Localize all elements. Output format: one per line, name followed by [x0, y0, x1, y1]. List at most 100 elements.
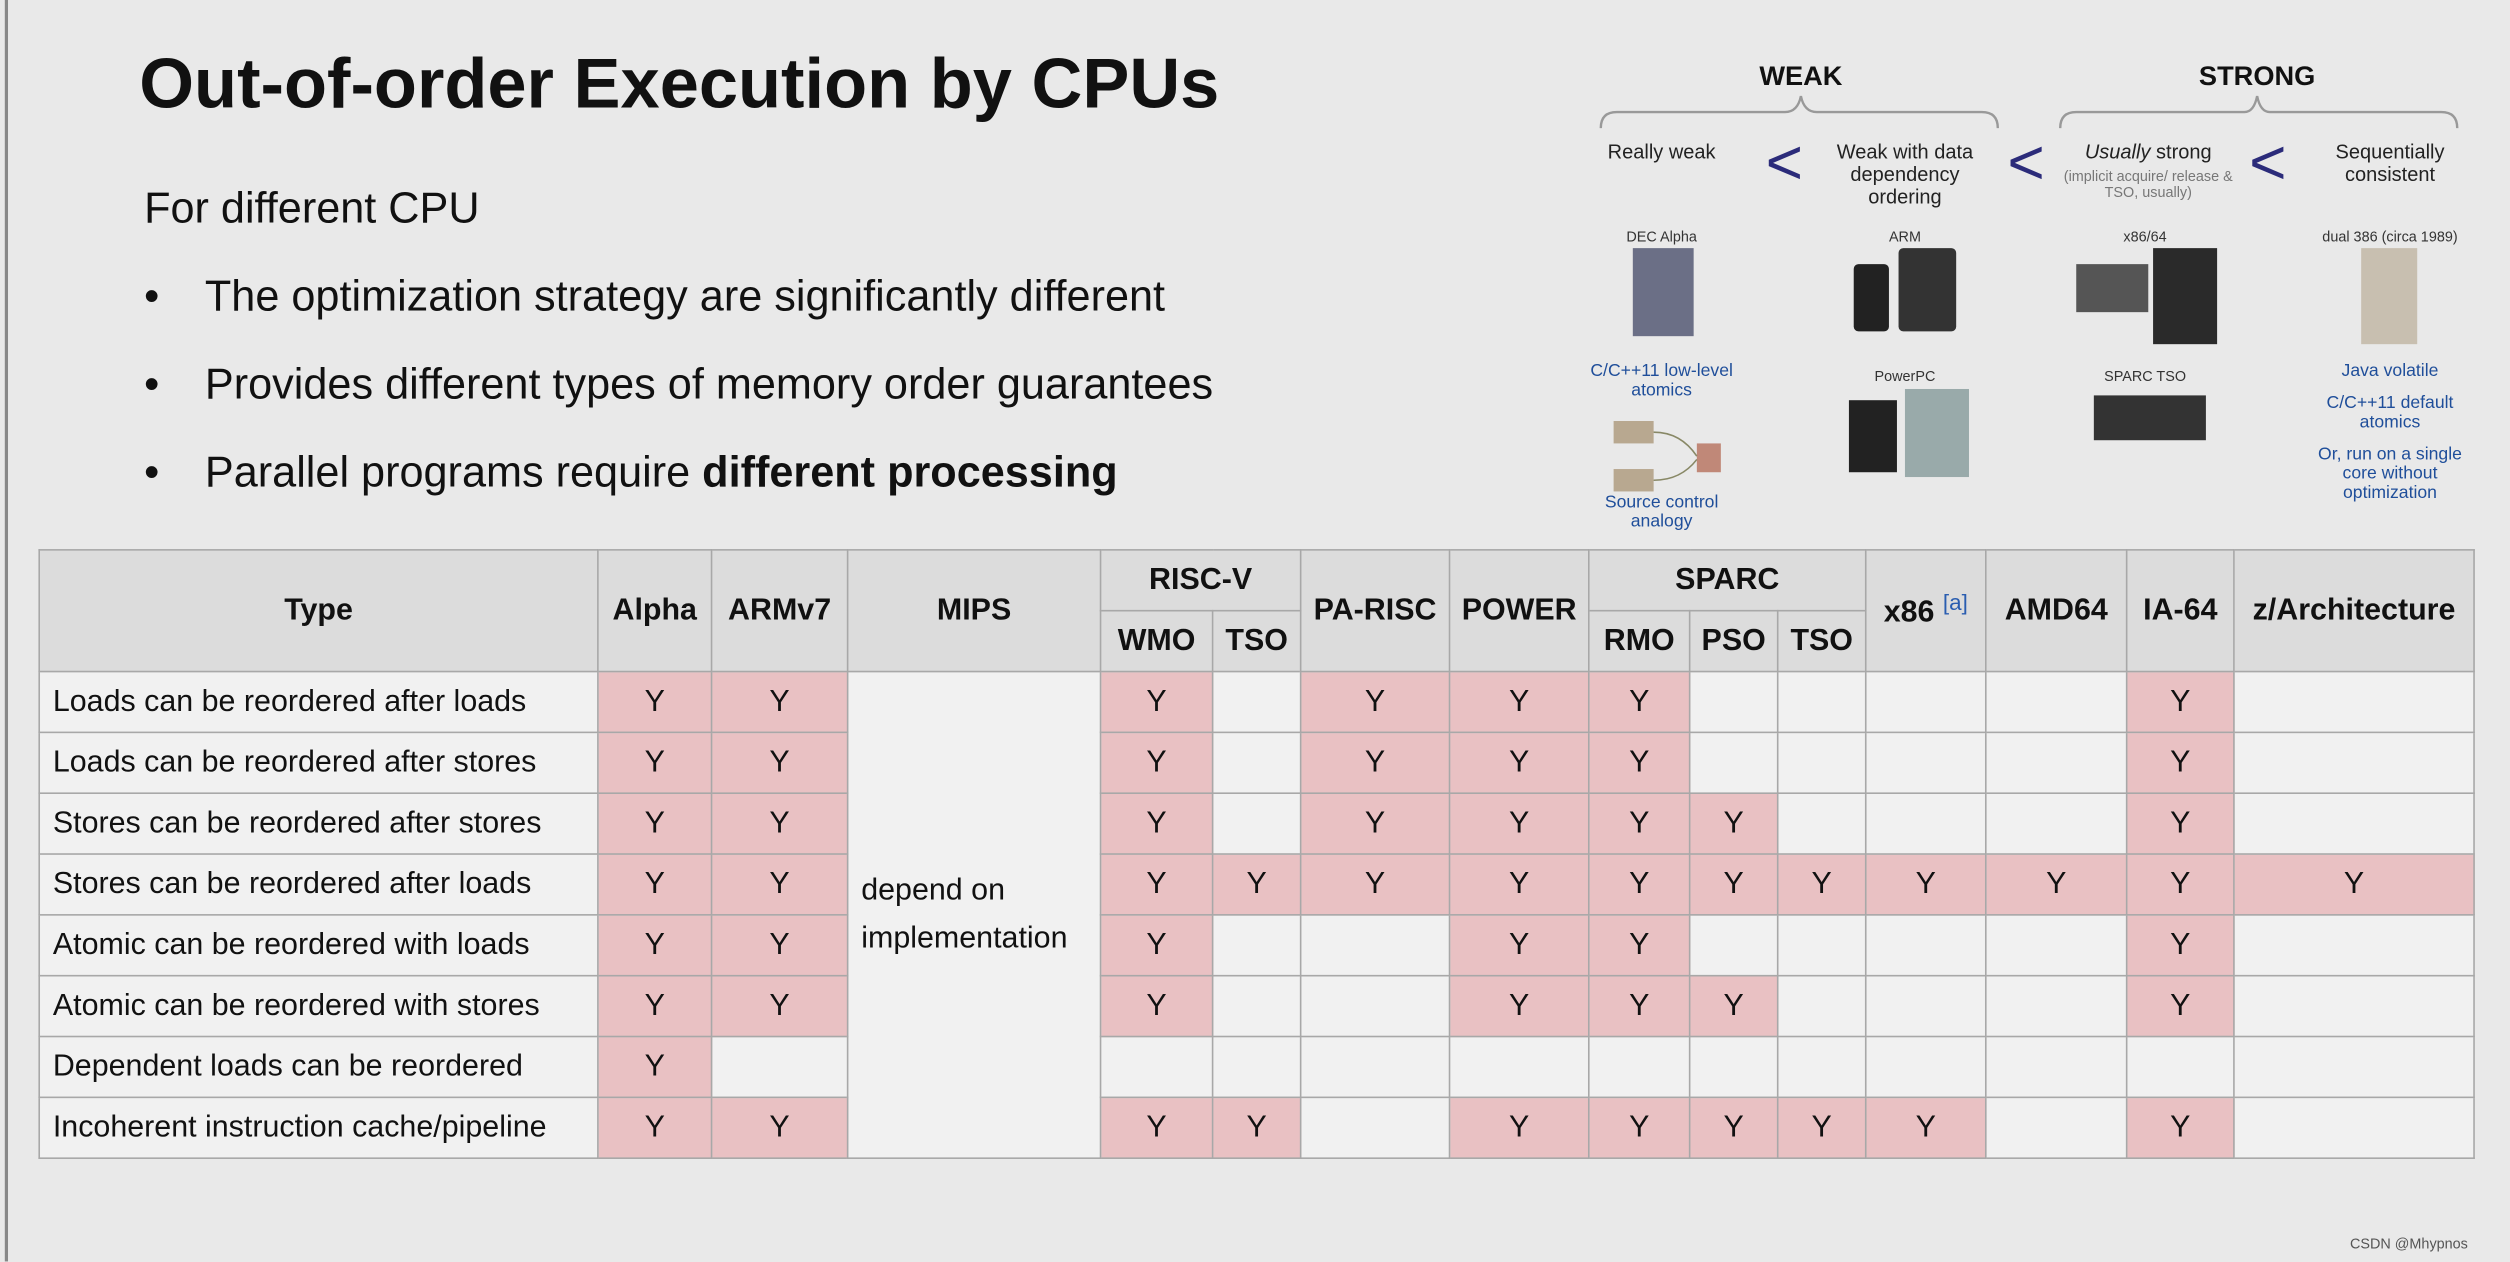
column-header: POWER — [1448, 549, 1590, 673]
chevron: < — [2249, 128, 2287, 199]
language: Java volatile — [2341, 361, 2439, 381]
cell: Y — [597, 853, 713, 916]
cell — [1864, 670, 1987, 734]
header-note: [a] — [1942, 589, 1968, 616]
bullet-bold: different processing — [702, 448, 1118, 497]
header-label: PA-RISC — [1313, 593, 1437, 627]
bullet: Parallel programs require different proc… — [205, 448, 1118, 498]
memory-order-table: Type Alpha ARMv7 MIPS RISC-V PA-RISC POWER SPAR… — [38, 549, 2475, 1159]
cell — [710, 1035, 849, 1099]
cell — [1864, 1035, 1987, 1099]
sub-header: TSO — [1211, 609, 1302, 673]
cell — [1864, 974, 1987, 1038]
title: Out-of-order Execution by CPUs — [139, 44, 1220, 124]
cell: Y — [1587, 731, 1691, 794]
table-row: Atomic can be reordered with loads Y Y Y Y Y Y — [38, 914, 2475, 977]
device: SPARC TSO — [2104, 368, 2187, 385]
header-label: AMD64 — [2004, 593, 2108, 627]
cell: Y — [597, 1096, 713, 1159]
source-link — [1653, 431, 1698, 482]
cell: Y — [1448, 914, 1590, 977]
level-emph: Usually — [2084, 140, 2151, 164]
sub-header: TSO — [1776, 609, 1867, 673]
cell: Y — [1587, 853, 1691, 916]
cell: Y — [1587, 914, 1691, 977]
cell — [1688, 731, 1779, 794]
powermac-icon — [1904, 388, 1969, 478]
cell — [2233, 974, 2475, 1038]
sparc-icon — [2093, 395, 2206, 441]
strong-label: STRONG — [2198, 60, 2316, 92]
column-header: z/Architecture — [2233, 549, 2475, 673]
cell: Y — [1099, 974, 1214, 1038]
cell: Y — [710, 670, 849, 734]
source-icon — [1613, 469, 1654, 492]
bullet-dot: • — [144, 360, 160, 409]
cell: Y — [1448, 731, 1590, 794]
sub-header: WMO — [1099, 609, 1214, 673]
cell: Y — [597, 792, 713, 855]
table-row: Atomic can be reordered with stores Y Y Y Y Y… — [38, 974, 2475, 1038]
cell: Y — [1688, 974, 1779, 1038]
row-label: Stores can be reordered after stores — [38, 792, 599, 855]
header-label: ARMv7 — [728, 593, 832, 627]
cell: Y — [1688, 1096, 1779, 1159]
header-label: Type — [284, 593, 353, 627]
cell: Y — [1299, 670, 1451, 734]
header-label: x86 — [1883, 596, 1935, 631]
subtitle: For different CPU — [144, 184, 480, 233]
chevron: < — [1765, 128, 1804, 199]
cell — [1864, 914, 1987, 977]
row-label: Incoherent instruction cache/pipeline — [38, 1096, 599, 1159]
cell — [1985, 1096, 2128, 1159]
cell — [1299, 914, 1451, 977]
cell: Y — [2125, 914, 2235, 977]
left-border — [4, 0, 8, 1262]
level: Really weak — [1607, 140, 1716, 164]
header-label: z/Architecture — [2252, 593, 2456, 627]
device: PowerPC — [1874, 368, 1936, 385]
cell — [1776, 670, 1867, 734]
cell: Y — [2125, 670, 2235, 734]
table-row: Incoherent instruction cache/pipeline Y Y Y… — [38, 1096, 2475, 1159]
cell: Y — [1211, 853, 1302, 916]
cell: Y — [2233, 853, 2475, 916]
cell: Y — [710, 914, 849, 977]
language: Source control analogy — [1604, 493, 1719, 532]
cell — [1864, 731, 1987, 794]
cell — [1776, 1035, 1867, 1099]
cell: Y — [1448, 974, 1590, 1038]
cell — [1299, 1096, 1451, 1159]
cell — [1688, 1035, 1779, 1099]
cell — [1776, 914, 1867, 977]
cell: Y — [1448, 853, 1590, 916]
header-label: SPARC — [1675, 562, 1780, 597]
table-header: Type Alpha ARMv7 MIPS RISC-V PA-RISC POWER SPAR… — [38, 549, 2475, 673]
cell — [1776, 792, 1867, 855]
cell: Y — [710, 792, 849, 855]
cell: Y — [1099, 731, 1214, 794]
row-label: Loads can be reordered after stores — [38, 731, 599, 794]
column-header: AMD64 — [1985, 549, 2128, 673]
bullet-text: Parallel programs require — [204, 448, 703, 497]
cell: Y — [1299, 731, 1451, 794]
cell: Y — [597, 974, 713, 1038]
cell: Y — [1688, 853, 1779, 916]
cell: Y — [1448, 1096, 1590, 1159]
cell — [1985, 670, 2128, 734]
cell: Y — [1099, 1096, 1214, 1159]
cell: Y — [1776, 853, 1867, 916]
diagram-shapes — [1599, 95, 2459, 492]
cell: Y — [1448, 792, 1590, 855]
cell: Y — [1587, 792, 1691, 855]
cell: Y — [1587, 670, 1691, 734]
cell — [1099, 1035, 1214, 1099]
cell: Y — [1587, 1096, 1691, 1159]
cell: Y — [1448, 670, 1590, 734]
sub-header: RMO — [1587, 609, 1691, 673]
column-header: ARMv7 — [710, 549, 849, 673]
row-label: Dependent loads can be reordered — [38, 1035, 599, 1099]
cell: Y — [597, 1035, 713, 1099]
table-row: Stores can be reordered after loads Y Y Y Y Y… — [38, 853, 2475, 916]
cell: Y — [2125, 792, 2235, 855]
